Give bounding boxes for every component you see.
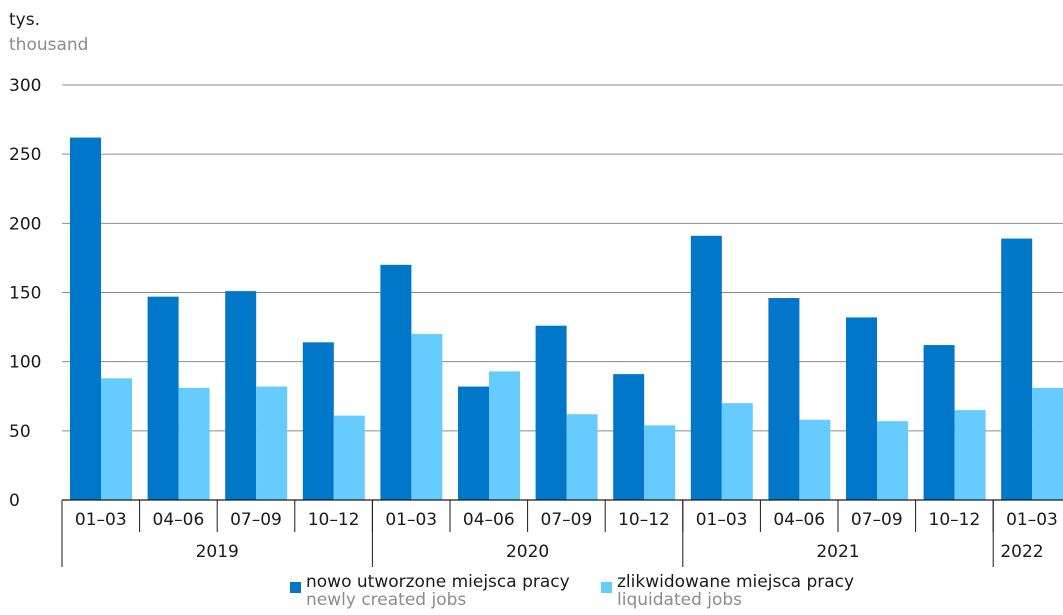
y-tick-label: 250 [9,145,41,165]
bar-liquidated-jobs [566,414,598,500]
unit-label-en: thousand [9,35,89,55]
bar-new-jobs [768,298,800,500]
bar-new-jobs [535,325,567,500]
bar-liquidated-jobs [954,410,986,500]
bar-new-jobs [147,296,179,500]
bar-new-jobs [923,345,955,500]
bar-new-jobs [690,235,722,501]
year-label: 2021 [816,542,859,562]
unit-label-pl: tys. [9,10,40,30]
bar-liquidated-jobs [256,386,288,500]
legend-label-new-pl: nowo utworzone miejsca pracy [306,572,570,592]
x-tick-label: 07–09 [230,510,282,530]
y-tick-label: 150 [9,284,41,304]
bar-liquidated-jobs [178,387,210,500]
bar-new-jobs [458,386,489,500]
x-tick-label: 04–06 [153,510,205,530]
legend-label-new-en: newly created jobs [306,590,467,610]
y-tick-label: 0 [9,491,20,511]
x-tick-label: 10–12 [929,510,981,530]
x-tick-label: 04–06 [773,510,825,530]
bar-new-jobs [380,264,412,500]
legend-swatch-liquidated-jobs [601,582,612,593]
bar-new-jobs [225,291,257,500]
year-label: 2019 [196,542,239,562]
x-tick-label: 01–03 [385,510,437,530]
x-tick-label: 07–09 [541,510,593,530]
bar-new-jobs [70,137,101,501]
bar-liquidated-jobs [799,419,831,500]
x-tick-label: 01–03 [696,510,748,530]
x-tick-label: 10–12 [618,510,670,530]
bar-liquidated-jobs [1032,387,1063,500]
bar-liquidated-jobs [411,334,443,500]
x-tick-label: 10–12 [308,510,360,530]
x-tick-label: 01–03 [1006,510,1058,530]
bar-liquidated-jobs [101,378,132,500]
legend-swatch-new-jobs [290,582,301,593]
y-tick-label: 100 [9,353,41,373]
legend-label-liquidated-pl: zlikwidowane miejsca pracy [617,572,855,592]
x-tick-label: 07–09 [851,510,903,530]
bar-liquidated-jobs [877,421,908,500]
year-label: 2022 [1000,542,1043,562]
bar-new-jobs [613,374,645,500]
bar-liquidated-jobs [489,371,520,500]
bar-new-jobs [302,342,334,500]
y-tick-label: 200 [9,214,41,234]
y-tick-label: 300 [9,76,41,96]
bar-new-jobs [1001,238,1033,501]
legend-label-liquidated-en: liquidated jobs [617,590,743,610]
bar-liquidated-jobs [721,403,753,500]
bar-new-jobs [846,317,877,500]
y-tick-label: 50 [9,422,31,442]
year-label: 2020 [506,542,549,562]
bar-liquidated-jobs [644,425,676,500]
x-tick-label: 01–03 [75,510,127,530]
bar-liquidated-jobs [333,415,365,500]
x-tick-label: 04–06 [463,510,515,530]
